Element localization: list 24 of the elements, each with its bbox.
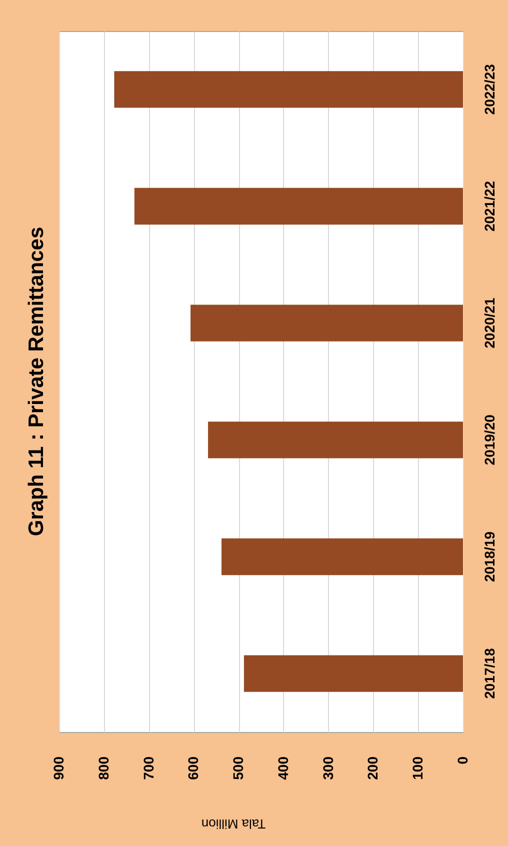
y-tick-label: 2018/19 — [482, 531, 498, 582]
x-tick-label: 300 — [320, 756, 336, 780]
bar — [222, 538, 463, 576]
x-tick-label: 100 — [410, 756, 426, 780]
y-tick-label: 2021/22 — [482, 180, 498, 232]
x-tick-label: 700 — [140, 756, 156, 780]
y-tick-label: 2020/21 — [482, 298, 498, 348]
bar — [208, 422, 463, 458]
bar — [190, 304, 463, 342]
y-tick-label: 2022/23 — [482, 64, 498, 115]
bar — [134, 188, 463, 225]
x-axis-title: Tala Million — [201, 816, 266, 832]
x-tick-label: 0 — [454, 756, 470, 764]
x-tick-label: 800 — [95, 756, 112, 780]
x-tick-label: 400 — [274, 756, 291, 780]
x-tick-label: 500 — [230, 756, 246, 780]
x-tick-label: 900 — [50, 756, 66, 780]
bar — [114, 71, 463, 108]
y-tick-label: 2019/20 — [482, 414, 498, 466]
x-tick-label: 200 — [364, 756, 381, 780]
y-tick-label: 2017/18 — [482, 648, 498, 699]
text: Graph 11 : Private Remittances — [25, 226, 48, 536]
x-tick-label: 600 — [185, 756, 202, 780]
bar — [244, 655, 463, 692]
